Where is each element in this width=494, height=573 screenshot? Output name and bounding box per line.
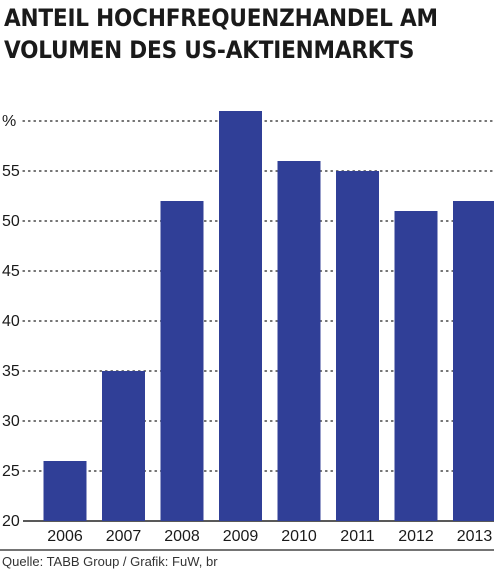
y-tick-label: 25 (2, 463, 20, 480)
bar-2013 (453, 201, 494, 521)
bar-2008 (160, 201, 204, 521)
x-tick-label: 2007 (106, 528, 142, 545)
y-tick-label: 30 (2, 413, 20, 430)
x-tick-label: 2008 (164, 528, 200, 545)
x-tick-label: 2010 (281, 528, 317, 545)
x-tick-label: 2013 (457, 528, 493, 545)
x-tick-label: 2012 (398, 528, 434, 545)
y-tick-label: 50 (2, 213, 20, 230)
bar-2007 (102, 371, 145, 521)
bar-2009 (219, 111, 262, 521)
source-note: Quelle: TABB Group / Grafik: FuW, br (2, 554, 218, 569)
chart-title: ANTEIL HOCHFREQUENZHANDEL AM VOLUMEN DES… (4, 2, 438, 66)
y-tick-label: % (2, 113, 16, 130)
y-tick-label: 40 (2, 313, 20, 330)
bar-2006 (43, 461, 87, 521)
y-tick-label: 20 (2, 513, 20, 530)
x-tick-label: 2009 (223, 528, 259, 545)
bar-2012 (394, 211, 438, 521)
chart-title-line-2: VOLUMEN DES US-AKTIENMARKTS (4, 36, 415, 64)
chart-title-line-1: ANTEIL HOCHFREQUENZHANDEL AM (4, 4, 438, 32)
bar-2011 (336, 171, 379, 521)
y-tick-label: 35 (2, 363, 20, 380)
y-tick-label: 55 (2, 163, 20, 180)
y-tick-label: 45 (2, 263, 20, 280)
x-tick-label: 2011 (340, 528, 375, 545)
x-tick-label: 2006 (47, 528, 83, 545)
bar-2010 (277, 161, 321, 521)
